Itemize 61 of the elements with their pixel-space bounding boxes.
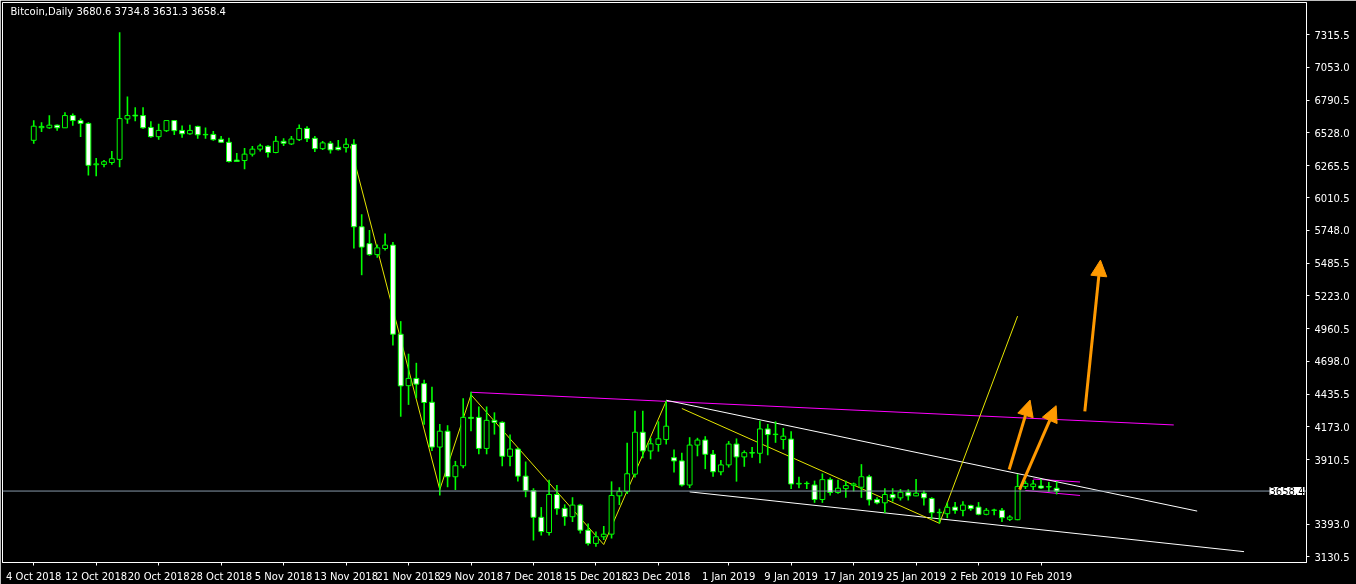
y-tick-label: 4173.0 xyxy=(1314,421,1350,433)
y-tick-label: 7315.5 xyxy=(1314,29,1350,41)
candlestick xyxy=(803,480,810,490)
chart-title: Bitcoin,Daily 3680.6 3734.8 3631.3 3658.4 xyxy=(10,5,226,17)
candlestick xyxy=(639,409,646,459)
candlestick xyxy=(585,522,592,547)
candlestick xyxy=(538,506,545,537)
candlestick xyxy=(780,427,787,451)
candlestick xyxy=(522,460,529,499)
y-tick-label: 5223.0 xyxy=(1314,290,1350,302)
y-tick-label: 6265.5 xyxy=(1314,160,1350,172)
x-tick-label: 5 Nov 2018 xyxy=(254,570,313,582)
y-tick-label: 3910.5 xyxy=(1314,454,1350,466)
x-tick-label: 13 Nov 2018 xyxy=(314,570,379,582)
x-tick-label: 4 Oct 2018 xyxy=(6,570,62,582)
ref-line-label: 3658.4 xyxy=(1269,486,1305,498)
x-tick-label: 1 Jan 2019 xyxy=(701,570,756,582)
y-tick-label: 7053.0 xyxy=(1314,62,1350,74)
x-tick-label: 17 Jan 2019 xyxy=(823,570,884,582)
candlestick xyxy=(796,475,802,490)
candlestick xyxy=(132,106,139,122)
candlestick xyxy=(468,390,474,433)
y-tick-label: 3130.5 xyxy=(1314,551,1350,563)
candlestick xyxy=(140,106,146,130)
x-tick-label: 12 Oct 2018 xyxy=(65,570,128,582)
candlestick xyxy=(663,400,670,446)
y-tick-label: 5485.5 xyxy=(1314,258,1350,270)
candlestick xyxy=(624,442,631,495)
x-tick-label: 20 Oct 2018 xyxy=(127,570,190,582)
y-tick-label: 3393.0 xyxy=(1314,519,1350,531)
y-tick-label: 6528.0 xyxy=(1314,127,1350,139)
y-tick-label: 4435.5 xyxy=(1314,389,1350,401)
candlestick xyxy=(553,484,560,516)
candlestick xyxy=(749,446,756,459)
x-tick-label: 29 Nov 2018 xyxy=(438,570,504,582)
y-tick-label: 5748.0 xyxy=(1314,225,1350,237)
candlestick xyxy=(226,136,232,164)
y-tick-label: 4960.5 xyxy=(1314,323,1350,335)
candlestick xyxy=(600,525,607,541)
candlestick xyxy=(671,448,677,474)
x-tick-label: 9 Jan 2019 xyxy=(764,570,818,582)
x-tick-label: 23 Dec 2018 xyxy=(626,570,691,582)
x-tick-label: 25 Jan 2019 xyxy=(886,570,947,582)
y-tick-label: 6790.5 xyxy=(1314,95,1350,107)
candlestick xyxy=(436,423,443,497)
candlestick xyxy=(93,157,100,178)
candlestick xyxy=(507,433,513,468)
x-tick-label: 21 Nov 2018 xyxy=(376,570,441,582)
x-tick-label: 10 Feb 2019 xyxy=(1009,570,1073,582)
x-tick-label: 28 Oct 2018 xyxy=(190,570,253,582)
y-tick-label: 4698.0 xyxy=(1314,356,1350,368)
candlestick xyxy=(421,378,428,426)
candlestick xyxy=(710,449,716,478)
candlestick xyxy=(343,137,349,154)
y-tick-label: 6010.5 xyxy=(1314,192,1350,204)
x-tick-label: 2 Feb 2019 xyxy=(950,570,1007,582)
x-tick-label: 7 Dec 2018 xyxy=(504,570,563,582)
x-tick-label: 15 Dec 2018 xyxy=(564,570,628,582)
candlestick xyxy=(179,124,186,139)
candlestick xyxy=(866,473,873,507)
candlestick xyxy=(881,487,888,514)
